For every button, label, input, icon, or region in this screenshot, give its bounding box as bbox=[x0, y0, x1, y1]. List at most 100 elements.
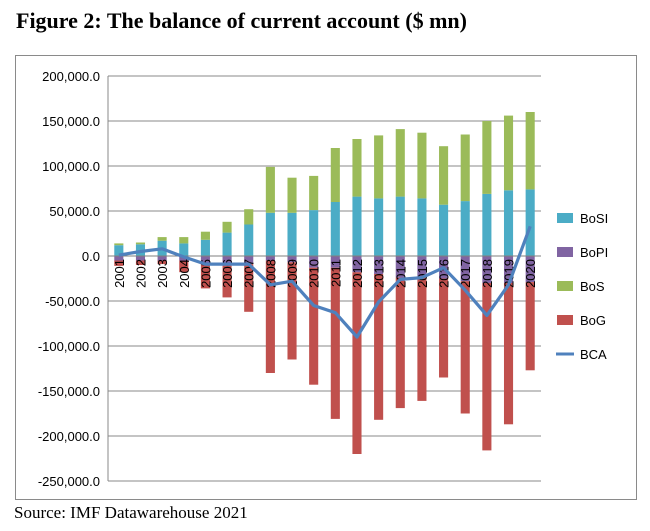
bar-bopi-2010 bbox=[309, 256, 319, 268]
bar-bos-2014 bbox=[395, 129, 405, 197]
y-tick-label: 50,000.0 bbox=[49, 204, 100, 219]
bar-bosi-2016 bbox=[439, 204, 449, 256]
bar-bog-2008 bbox=[265, 260, 275, 373]
figure-title: Figure 2: The balance of current account… bbox=[16, 8, 467, 33]
bar-bopi-2006 bbox=[222, 256, 232, 264]
bca-line bbox=[118, 225, 532, 339]
bar-bos-2012 bbox=[352, 139, 362, 197]
y-tick-label: -150,000.0 bbox=[38, 384, 100, 399]
bar-bosi-2001 bbox=[114, 245, 124, 256]
bar-bog-2002 bbox=[135, 260, 146, 265]
bar-bog-2004 bbox=[179, 260, 189, 273]
bar-bos-2015 bbox=[417, 132, 427, 199]
bar-bosi-2012 bbox=[352, 196, 362, 256]
x-tick-label: 2002 bbox=[133, 259, 148, 288]
bar-bopi-2007 bbox=[244, 256, 254, 265]
bar-bog-2007 bbox=[244, 264, 254, 312]
x-tick-label: 2012 bbox=[350, 259, 365, 288]
x-tick-label: 2020 bbox=[523, 259, 538, 288]
bar-bog-2017 bbox=[460, 281, 470, 414]
x-tick-label: 2016 bbox=[437, 259, 452, 288]
bar-bog-2019 bbox=[503, 283, 514, 425]
bar-bosi-2015 bbox=[417, 198, 427, 256]
bar-bosi-2011 bbox=[330, 202, 340, 256]
bar-bos-2007 bbox=[244, 209, 254, 225]
bar-bos-2011 bbox=[330, 148, 340, 202]
bar-bosi-2010 bbox=[309, 210, 319, 256]
x-tick-label: 2018 bbox=[480, 259, 495, 288]
bar-bog-2012 bbox=[352, 272, 362, 454]
legend-swatch-bopi bbox=[557, 247, 573, 257]
bar-bog-2013 bbox=[374, 274, 384, 420]
y-tick-label: -250,000.0 bbox=[38, 474, 100, 489]
x-axis-tick-labels: 2001 2002 2003 2004 2005 2006 2007 2008 2009 2010… bbox=[112, 259, 538, 288]
gridlines bbox=[107, 75, 541, 482]
x-tick-label: 2019 bbox=[502, 259, 517, 288]
bar-bos-2019 bbox=[503, 115, 514, 191]
x-tick-label: 2005 bbox=[198, 259, 213, 288]
bar-bog-2005 bbox=[200, 263, 210, 289]
bar-bosi-2020 bbox=[525, 189, 535, 256]
legend-swatch-bosi bbox=[557, 213, 573, 223]
y-tick-label: 100,000.0 bbox=[42, 159, 100, 174]
legend-label-bopi: BoPI bbox=[580, 245, 608, 260]
bar-bosi-2009 bbox=[287, 212, 297, 256]
legend-label-bos: BoS bbox=[580, 279, 605, 294]
bar-bos-2004 bbox=[179, 237, 189, 244]
x-tick-label: 2010 bbox=[307, 259, 322, 288]
bar-bosi-2014 bbox=[395, 196, 405, 256]
x-tick-label: 2011 bbox=[328, 259, 343, 287]
bar-bos-2001 bbox=[114, 243, 124, 246]
bar-bopi-2014 bbox=[395, 256, 405, 278]
bar-bosi-2019 bbox=[503, 190, 514, 256]
bar-bos-2013 bbox=[374, 135, 384, 199]
bar-bos-2016 bbox=[439, 146, 449, 205]
bar-bosi-2004 bbox=[179, 243, 189, 256]
bar-bog-2001 bbox=[114, 260, 124, 266]
legend: BoSI BoPI BoS BoG BCA bbox=[556, 211, 608, 362]
bar-bopi-2011 bbox=[330, 256, 340, 268]
y-axis-tick-labels: 200,000.0 150,000.0 100,000.0 50,000.0 0.0 -5… bbox=[38, 69, 100, 489]
bar-bopi-2005 bbox=[200, 256, 210, 264]
bar-bog-2003 bbox=[157, 260, 167, 265]
y-tick-label: 200,000.0 bbox=[42, 69, 100, 84]
bar-bog-2018 bbox=[482, 283, 492, 451]
bar-bog-2020 bbox=[525, 282, 535, 371]
chart-area: 200,000.0 150,000.0 100,000.0 50,000.0 0.0 -5… bbox=[15, 55, 637, 500]
x-tick-label: 2001 bbox=[112, 259, 127, 288]
bar-bopi-2012 bbox=[352, 256, 362, 273]
bar-bos-2009 bbox=[287, 177, 297, 213]
x-tick-label: 2015 bbox=[415, 259, 430, 288]
bar-bog-2016 bbox=[439, 278, 449, 378]
y-tick-label: -50,000.0 bbox=[45, 294, 100, 309]
bar-bopi-2013 bbox=[374, 256, 384, 274]
line-bca bbox=[118, 225, 532, 339]
bar-bosi-2018 bbox=[482, 193, 492, 256]
bar-bos-2018 bbox=[482, 121, 492, 194]
y-tick-label: 150,000.0 bbox=[42, 114, 100, 129]
bar-bosi-2007 bbox=[244, 224, 254, 256]
bar-bosi-2008 bbox=[265, 212, 275, 256]
bar-bosi-2017 bbox=[460, 201, 470, 256]
bar-bopi-2015 bbox=[417, 256, 427, 277]
x-tick-label: 2003 bbox=[155, 259, 170, 288]
bar-bos-2008 bbox=[265, 166, 275, 213]
bar-bosi-2013 bbox=[374, 198, 384, 256]
y-tick-label: -200,000.0 bbox=[38, 429, 100, 444]
bar-bog-2006 bbox=[222, 263, 232, 298]
legend-label-bog: BoG bbox=[580, 313, 606, 328]
bar-bog-2009 bbox=[287, 262, 297, 360]
x-tick-label: 2017 bbox=[458, 259, 473, 288]
source-note: Source: IMF Datawarehouse 2021 bbox=[14, 503, 248, 522]
bar-bos-2020 bbox=[525, 112, 535, 190]
bar-bog-2010 bbox=[309, 267, 319, 385]
bar-bos-2010 bbox=[309, 175, 319, 211]
legend-label-bca: BCA bbox=[580, 347, 607, 362]
legend-swatch-bos bbox=[557, 281, 573, 291]
bar-bopi-2008 bbox=[265, 256, 275, 261]
bar-bopi-2002 bbox=[135, 256, 146, 261]
y-tick-label: 0.0 bbox=[82, 249, 100, 264]
bar-bosi-2006 bbox=[222, 232, 232, 256]
legend-label-bosi: BoSI bbox=[580, 211, 608, 226]
x-tick-label: 2013 bbox=[372, 259, 387, 288]
